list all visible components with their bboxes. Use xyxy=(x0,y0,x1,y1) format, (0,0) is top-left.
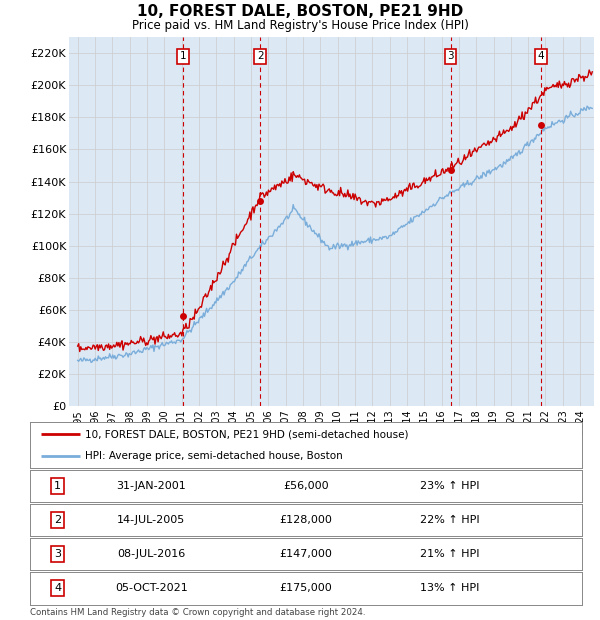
Text: 3: 3 xyxy=(447,51,454,61)
Text: £56,000: £56,000 xyxy=(283,481,329,491)
Text: 21% ↑ HPI: 21% ↑ HPI xyxy=(420,549,479,559)
Text: 1: 1 xyxy=(179,51,187,61)
Text: 23% ↑ HPI: 23% ↑ HPI xyxy=(420,481,479,491)
Text: £128,000: £128,000 xyxy=(280,515,332,525)
Text: £175,000: £175,000 xyxy=(280,583,332,593)
Text: 22% ↑ HPI: 22% ↑ HPI xyxy=(420,515,479,525)
Text: 1: 1 xyxy=(54,481,61,491)
Text: Price paid vs. HM Land Registry's House Price Index (HPI): Price paid vs. HM Land Registry's House … xyxy=(131,19,469,32)
Text: 2: 2 xyxy=(54,515,61,525)
Text: 10, FOREST DALE, BOSTON, PE21 9HD: 10, FOREST DALE, BOSTON, PE21 9HD xyxy=(137,4,463,19)
Text: 3: 3 xyxy=(54,549,61,559)
Text: 2: 2 xyxy=(257,51,263,61)
Text: 4: 4 xyxy=(538,51,544,61)
Text: HPI: Average price, semi-detached house, Boston: HPI: Average price, semi-detached house,… xyxy=(85,451,343,461)
Text: 10, FOREST DALE, BOSTON, PE21 9HD (semi-detached house): 10, FOREST DALE, BOSTON, PE21 9HD (semi-… xyxy=(85,429,409,439)
Text: £147,000: £147,000 xyxy=(280,549,332,559)
Text: Contains HM Land Registry data © Crown copyright and database right 2024.: Contains HM Land Registry data © Crown c… xyxy=(30,608,365,617)
Text: 08-JUL-2016: 08-JUL-2016 xyxy=(118,549,185,559)
Text: 13% ↑ HPI: 13% ↑ HPI xyxy=(420,583,479,593)
Text: 4: 4 xyxy=(54,583,61,593)
Text: 14-JUL-2005: 14-JUL-2005 xyxy=(118,515,185,525)
Text: 31-JAN-2001: 31-JAN-2001 xyxy=(116,481,187,491)
Text: 05-OCT-2021: 05-OCT-2021 xyxy=(115,583,188,593)
